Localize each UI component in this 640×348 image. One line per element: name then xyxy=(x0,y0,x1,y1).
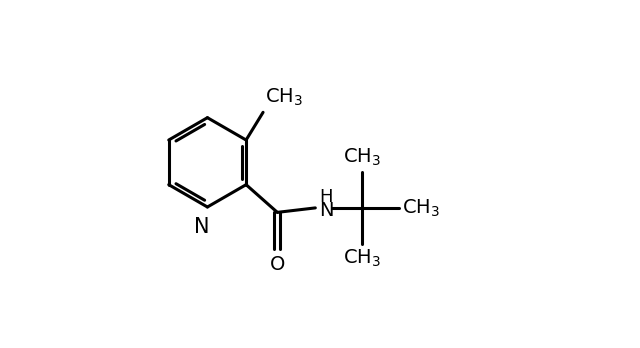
Text: CH$_3$: CH$_3$ xyxy=(403,197,440,219)
Text: H: H xyxy=(319,188,332,206)
Text: N: N xyxy=(194,217,209,237)
Text: O: O xyxy=(269,255,285,274)
Text: CH$_3$: CH$_3$ xyxy=(343,147,381,168)
Text: CH$_3$: CH$_3$ xyxy=(266,87,303,108)
Text: N: N xyxy=(319,201,333,220)
Text: CH$_3$: CH$_3$ xyxy=(343,248,381,269)
